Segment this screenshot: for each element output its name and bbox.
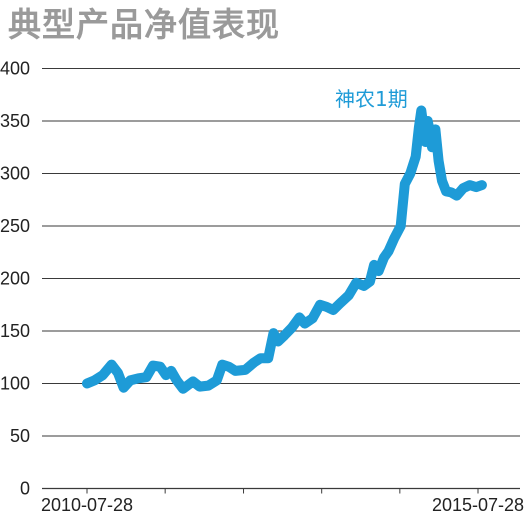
x-axis: 2010-07-28 2015-07-28 (41, 487, 524, 515)
y-tick-label: 100 (0, 374, 30, 394)
y-tick-label: 50 (10, 426, 30, 446)
x-tick-label: 2010-07-28 (41, 495, 133, 515)
series-layer (82, 105, 487, 394)
series-label: 神农1期 (335, 87, 408, 111)
y-tick-label: 150 (0, 321, 30, 341)
chart-title: 典型产品净值表现 (8, 5, 280, 44)
y-tick-label: 400 (0, 59, 30, 79)
grid-lines (42, 68, 520, 437)
series-line (82, 105, 487, 394)
y-tick-label: 350 (0, 111, 30, 131)
y-tick-label: 250 (0, 216, 30, 236)
y-tick-label: 0 (20, 479, 30, 499)
y-tick-label: 200 (0, 269, 30, 289)
y-tick-label: 300 (0, 164, 30, 184)
x-tick-label: 2015-07-28 (432, 495, 524, 515)
y-axis-ticks: 0 50 100 150 200 250 300 350 400 (0, 59, 30, 499)
series-labels: 神农1期 (335, 87, 408, 111)
